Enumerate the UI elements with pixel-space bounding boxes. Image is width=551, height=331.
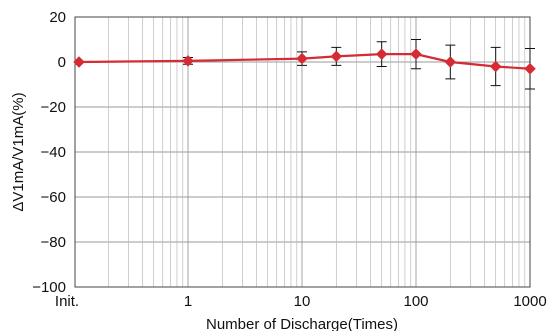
data-point [375, 48, 388, 60]
data-point [444, 56, 457, 68]
data-point [296, 52, 308, 65]
y-tick-label: 0 [58, 54, 66, 71]
data-point [524, 62, 536, 75]
series-markers [73, 48, 536, 75]
y-tick-label: −100 [32, 279, 66, 296]
x-tick-label: 1 [184, 293, 192, 310]
data-point [489, 60, 502, 73]
y-tick-label: 20 [49, 9, 66, 26]
y-tick-label: −80 [41, 234, 66, 251]
x-tick-labels: Init. 1 10 100 1000 [55, 293, 547, 310]
data-point [73, 56, 85, 68]
y-tick-labels: 20 0 −20 −40 −60 −80 −100 [32, 9, 66, 296]
data-point [410, 48, 422, 60]
y-axis-title: ΔV1mA/V1mA(%) [10, 92, 27, 211]
y-tick-label: −40 [41, 144, 66, 161]
plot-frame [74, 16, 531, 288]
y-tick-label: −20 [41, 99, 66, 116]
x-tick-label-init: Init. [55, 293, 79, 310]
data-point [182, 55, 194, 67]
x-tick-label: 10 [294, 293, 311, 310]
data-point [330, 50, 343, 63]
y-tick-label: −60 [41, 189, 66, 206]
x-tick-label: 100 [403, 293, 428, 310]
x-axis-title: Number of Discharge(Times) [206, 316, 398, 331]
x-tick-label: 1000 [513, 293, 546, 310]
